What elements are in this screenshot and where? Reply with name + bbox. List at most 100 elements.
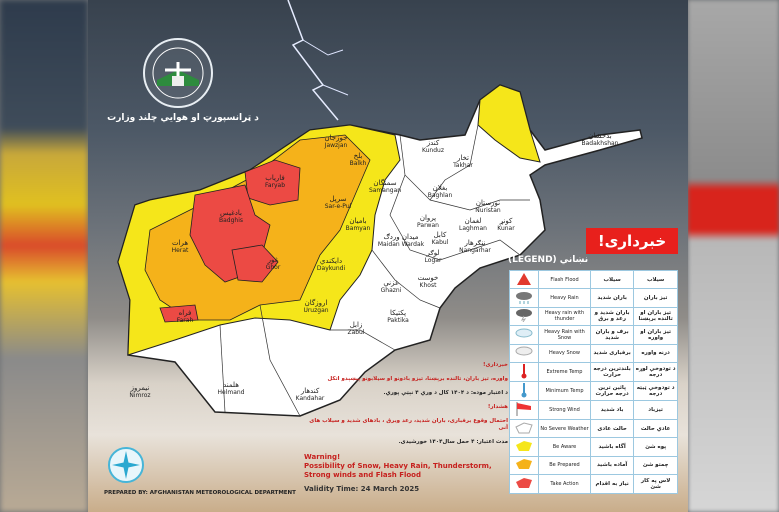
province-label-balkh: بلخ Balkh (349, 152, 367, 168)
province-label-laghman: لغمان Laghman (459, 217, 487, 233)
legend-label-en: Heavy Snow (538, 343, 591, 363)
legend-label-en: Heavy rain with thunder (538, 306, 591, 327)
province-label-badakhshan: بدخشان Badakhshan (581, 132, 619, 148)
legend-label-en: No Severe Weather (538, 418, 591, 439)
legend-label-pashto: تیز باران (633, 288, 678, 308)
ministry-logo (143, 38, 213, 108)
legend-label-en: Be Prepared (538, 455, 591, 476)
blurred-background-right (688, 0, 779, 512)
legend-label-pashto: د تودوخې لوړه درجه (633, 361, 678, 382)
legend-label-dari: باران شدید و رعد و برق (589, 306, 635, 327)
map-yellow-icon (509, 437, 539, 457)
lightning-icon (287, 0, 349, 121)
legend-table: Flash Flood سیلاب سیلاب Heavy Rain باران… (509, 269, 678, 494)
legend-label-dari: آگاه باشید (589, 437, 635, 457)
heavy-snow-icon (509, 343, 539, 363)
province-label-sarepul: سرپل Sar-e-Pul (324, 195, 352, 211)
province-label-logar: لوګر Logar (424, 249, 442, 265)
legend-label-dari: پائین ترین درجه حرارت (589, 380, 635, 401)
legend-label-pashto: لاس په کار شئ (633, 474, 678, 494)
legend-label-pashto: سیلاب (633, 269, 678, 290)
province-label-parwan: پروان Parwan (417, 214, 439, 230)
province-label-farah: فراه Farah (176, 309, 194, 325)
blurred-background-left (0, 0, 88, 512)
legend-label-en: Heavy Rain with Snow (538, 325, 591, 345)
legend-row: Heavy Snow برفباری شدید درنه واوره (509, 343, 678, 363)
province-label-khost: خوست Khost (417, 274, 439, 290)
legend-label-en: Extreme Temp (538, 361, 591, 382)
province-label-paktika: پکتیکا Paktika (387, 309, 409, 325)
legend-row: Take Action نیاز به اقدام لاس په کار شئ (509, 474, 678, 494)
province-label-daykundi: دایکندي Daykundi (316, 257, 346, 273)
legend-label-dari: برفباری شدید (589, 343, 635, 363)
legend-label-pashto: تیز باران او تالنده برېښنا (633, 306, 678, 327)
fa-warning-title: هشدار! (487, 404, 508, 410)
province-label-nuristan: نورستان Nuristan (475, 199, 501, 215)
legend-label-en: Take Action (538, 474, 591, 494)
legend-label-dari: بلندترین درجه حرارت (589, 361, 635, 382)
fa-warning-text: احتمال وقوع برفباری، باران شدید، رعد وبر… (309, 418, 508, 431)
legend-label-pashto: چمتو شئ (633, 455, 678, 476)
compass-rose-icon (108, 447, 144, 483)
fa-validity: مدت اعتبار: ۴ حمل سال۱۴۰۴ خورشیدی. (398, 439, 508, 445)
province-label-kabul: کابل Kabul (431, 231, 449, 247)
legend-label-pashto: درنه واوره (633, 343, 678, 363)
legend-row: Strong Wind باد شدید تیزباد (509, 399, 678, 420)
legend-label-en: Heavy Rain (538, 288, 591, 308)
legend-label-dari: برف و باران شدید (589, 325, 635, 345)
prepared-by: PREPARED BY: AFGHANISTAN METEOROLOGICAL … (104, 490, 296, 496)
province-label-baghlan: بغلان Baghlan (427, 184, 453, 200)
legend-row: Heavy Rain with Snow برف و باران شدید تی… (509, 325, 678, 345)
legend-row: Flash Flood سیلاب سیلاب (509, 269, 678, 290)
province-label-ghor: غور Ghor (265, 256, 281, 272)
province-label-jawzjan: جوزجان Jawzjan (324, 134, 348, 150)
thermometer-hot-icon (509, 361, 539, 382)
en-warning-text: Possibility of Snow, Heavy Rain, Thunder… (304, 462, 492, 479)
province-label-kunar: کونړ Kunar (497, 217, 515, 233)
heavy-rain-thunder-icon (509, 306, 539, 327)
warning-text-block: خبرداری! واوره، تیز باران، تالنده برېښنا… (304, 362, 508, 493)
ministry-name: د ټرانسپورټ او هوايي چلند وزارت (107, 113, 259, 123)
legend-label-pashto: پوه شئ (633, 437, 678, 457)
ps-validity: د اعتبار موده: د ۱۴۰۴ کال د وري ۴ نېټې پ… (383, 390, 508, 396)
province-label-ghazni: غزني Ghazni (380, 279, 402, 295)
legend-label-pashto: عادي حالت (633, 418, 678, 439)
thermometer-cold-icon (509, 380, 539, 401)
province-label-kunduz: کندز Kunduz (421, 139, 445, 155)
province-label-faryab: فاریاب Faryab (264, 174, 286, 190)
legend-label-en: Minimum Temp (538, 380, 591, 401)
legend-label-pashto: تیز باران او واوره (633, 325, 678, 345)
legend-label-pashto: تیزباد (633, 399, 678, 420)
province-label-nangarhar: ننګرهار Nangarhar (459, 239, 491, 255)
province-label-zabul: زابل Zabul (347, 321, 365, 337)
legend-label-dari: آماده باشید (589, 455, 635, 476)
heavy-rain-icon (509, 288, 539, 308)
windsock-icon (509, 399, 539, 420)
legend-label-dari: حالت عادی (589, 418, 635, 439)
map-orange-icon (509, 455, 539, 476)
legend-label-dari: سیلاب (589, 269, 635, 290)
ps-warning-text: واوره، تیز باران، تالنده برېښنا، تیزو با… (327, 376, 509, 382)
province-label-bamyan: بامیان Bamyan (345, 217, 371, 233)
legend-row: Be Prepared آماده باشید چمتو شئ (509, 455, 678, 476)
legend-label-dari: نیاز به اقدام (589, 474, 635, 494)
legend-label-dari: باران شدید (589, 288, 635, 308)
province-label-herat: هرات Herat (171, 239, 189, 255)
legend-title: (LEGEND) نښاني (508, 255, 589, 265)
region-be-aware-badakhshan (477, 84, 541, 163)
validity-time: Validity Time: 24 March 2025 (304, 485, 420, 493)
province-label-kandahar: کندهار Kandahar (295, 387, 325, 403)
province-label-wardak: میدان وردګ Maidan Wardak (377, 233, 425, 249)
legend-label-dari: باد شدید (589, 399, 635, 420)
legend-label-en: Flash Flood (538, 269, 591, 290)
legend-row: Be Aware آگاه باشید پوه شئ (509, 437, 678, 457)
province-label-takhar: تخار Takhar (453, 154, 473, 170)
legend-label-pashto: د تودوخې ټیټه درجه (633, 380, 678, 401)
province-label-nimroz: نیمروز Nimroz (129, 384, 151, 400)
flash-flood-icon (509, 269, 539, 290)
region-take-action-ghor (231, 244, 279, 283)
province-boundaries (219, 124, 530, 417)
legend-label-en: Be Aware (538, 437, 591, 457)
ps-warning-title: خبرداری! (482, 362, 508, 368)
legend-label-en: Strong Wind (538, 399, 591, 420)
